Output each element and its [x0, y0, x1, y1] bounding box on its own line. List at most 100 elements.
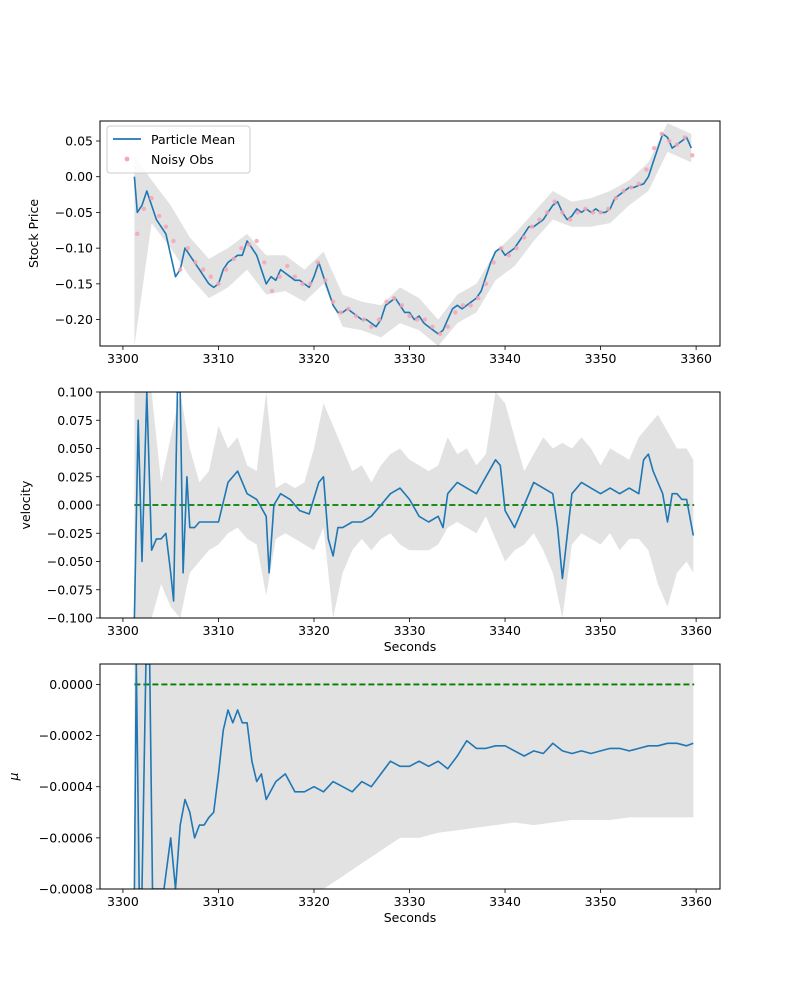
- plot-area: [133, 123, 695, 346]
- obs-point: [460, 303, 466, 308]
- obs-point: [552, 199, 557, 204]
- obs-point: [157, 213, 162, 219]
- obs-point: [399, 303, 405, 308]
- obs-point: [254, 238, 259, 244]
- obs-point: [285, 263, 290, 269]
- obs-point: [491, 260, 496, 265]
- plot-area: [133, 664, 695, 889]
- obs-point: [262, 260, 267, 265]
- x-tick-label: 3360: [680, 351, 712, 366]
- obs-point: [636, 181, 641, 187]
- y-axis-label: Stock Price: [26, 199, 41, 268]
- obs-point: [598, 210, 603, 215]
- x-tick-label: 3350: [585, 894, 617, 909]
- obs-point: [567, 217, 573, 222]
- obs-point: [407, 313, 412, 319]
- obs-point: [483, 281, 489, 287]
- y-axis-label: μ: [6, 772, 21, 781]
- obs-point: [200, 267, 206, 272]
- obs-point: [590, 210, 596, 215]
- y-tick-label: −0.025: [47, 526, 93, 541]
- legend-label-mean: Particle Mean: [151, 132, 235, 147]
- subplot-3: 3300 3310 3320 3330 3340 3350 3360 0.0000 −0.000…: [6, 663, 721, 925]
- x-tick-label: 3340: [489, 623, 521, 638]
- obs-point: [384, 299, 389, 304]
- obs-point: [323, 278, 328, 283]
- obs-point: [171, 238, 176, 244]
- obs-point: [315, 260, 321, 265]
- obs-point: [239, 245, 244, 251]
- x-tick-label: 3360: [680, 894, 712, 909]
- obs-point: [659, 131, 664, 137]
- y-tick-label: 0.100: [57, 385, 93, 400]
- obs-point: [667, 138, 672, 144]
- obs-point: [185, 245, 191, 251]
- obs-point: [499, 245, 504, 251]
- x-tick-label: 3300: [107, 894, 139, 909]
- obs-point: [453, 310, 458, 315]
- mean-line: [133, 664, 694, 889]
- y-tick-label: −0.0006: [39, 830, 93, 845]
- obs-point: [575, 210, 580, 215]
- obs-point: [392, 295, 397, 301]
- obs-point: [628, 185, 634, 190]
- obs-point: [361, 317, 366, 322]
- x-axis-label: Seconds: [384, 910, 437, 925]
- obs-point: [613, 195, 619, 201]
- x-tick-label: 3340: [489, 351, 521, 366]
- obs-point: [422, 317, 428, 322]
- axes-frame: [99, 663, 721, 890]
- x-tick-label: 3320: [298, 894, 330, 909]
- y-tick-label: 0.05: [65, 134, 93, 149]
- obs-point: [437, 331, 443, 337]
- obs-point: [644, 167, 649, 172]
- obs-point: [346, 306, 351, 312]
- x-tick-label: 3320: [298, 623, 330, 638]
- obs-point: [135, 231, 140, 237]
- obs-point: [674, 142, 680, 147]
- y-tick-label: −0.100: [47, 611, 93, 626]
- obs-point: [163, 224, 169, 229]
- obs-point: [376, 317, 382, 322]
- obs-point: [506, 253, 512, 258]
- obs-point: [353, 313, 359, 319]
- obs-point: [223, 267, 229, 272]
- obs-point: [246, 242, 252, 247]
- y-tick-label: −0.05: [55, 205, 93, 220]
- obs-point: [307, 281, 313, 287]
- mean-line: [133, 392, 695, 618]
- mean-line: [133, 133, 693, 335]
- obs-point: [208, 274, 214, 279]
- obs-point: [544, 210, 550, 215]
- y-tick-label: 0.050: [57, 441, 93, 456]
- x-tick-label: 3310: [203, 894, 235, 909]
- obs-point: [560, 210, 565, 215]
- y-tick-label: −0.15: [55, 276, 93, 291]
- obs-point: [606, 206, 611, 212]
- legend-point-swatch: [124, 156, 130, 162]
- obs-point: [292, 274, 298, 279]
- y-tick-label: −0.075: [47, 582, 93, 597]
- axes-frame: [99, 120, 721, 347]
- obs-point: [216, 281, 221, 287]
- obs-point: [521, 235, 527, 240]
- legend-label-obs: Noisy Obs: [151, 152, 214, 167]
- x-tick-label: 3310: [203, 623, 235, 638]
- uncertainty-band: [134, 664, 694, 889]
- y-tick-label: −0.050: [47, 554, 93, 569]
- y-tick-label: −0.0002: [39, 728, 93, 743]
- y-tick-label: −0.0008: [39, 882, 93, 897]
- x-tick-label: 3350: [585, 351, 617, 366]
- y-tick-label: −0.0004: [39, 779, 93, 794]
- y-tick-label: −0.20: [55, 312, 93, 327]
- obs-point: [682, 135, 687, 140]
- obs-point: [583, 206, 588, 212]
- obs-point: [231, 256, 236, 262]
- x-tick-label: 3360: [680, 623, 712, 638]
- obs-point: [651, 145, 657, 151]
- x-tick-label: 3310: [203, 351, 235, 366]
- y-tick-label: 0.075: [57, 413, 93, 428]
- x-tick-label: 3300: [107, 623, 139, 638]
- y-tick-label: 0.0000: [49, 677, 93, 692]
- obs-point: [529, 224, 535, 229]
